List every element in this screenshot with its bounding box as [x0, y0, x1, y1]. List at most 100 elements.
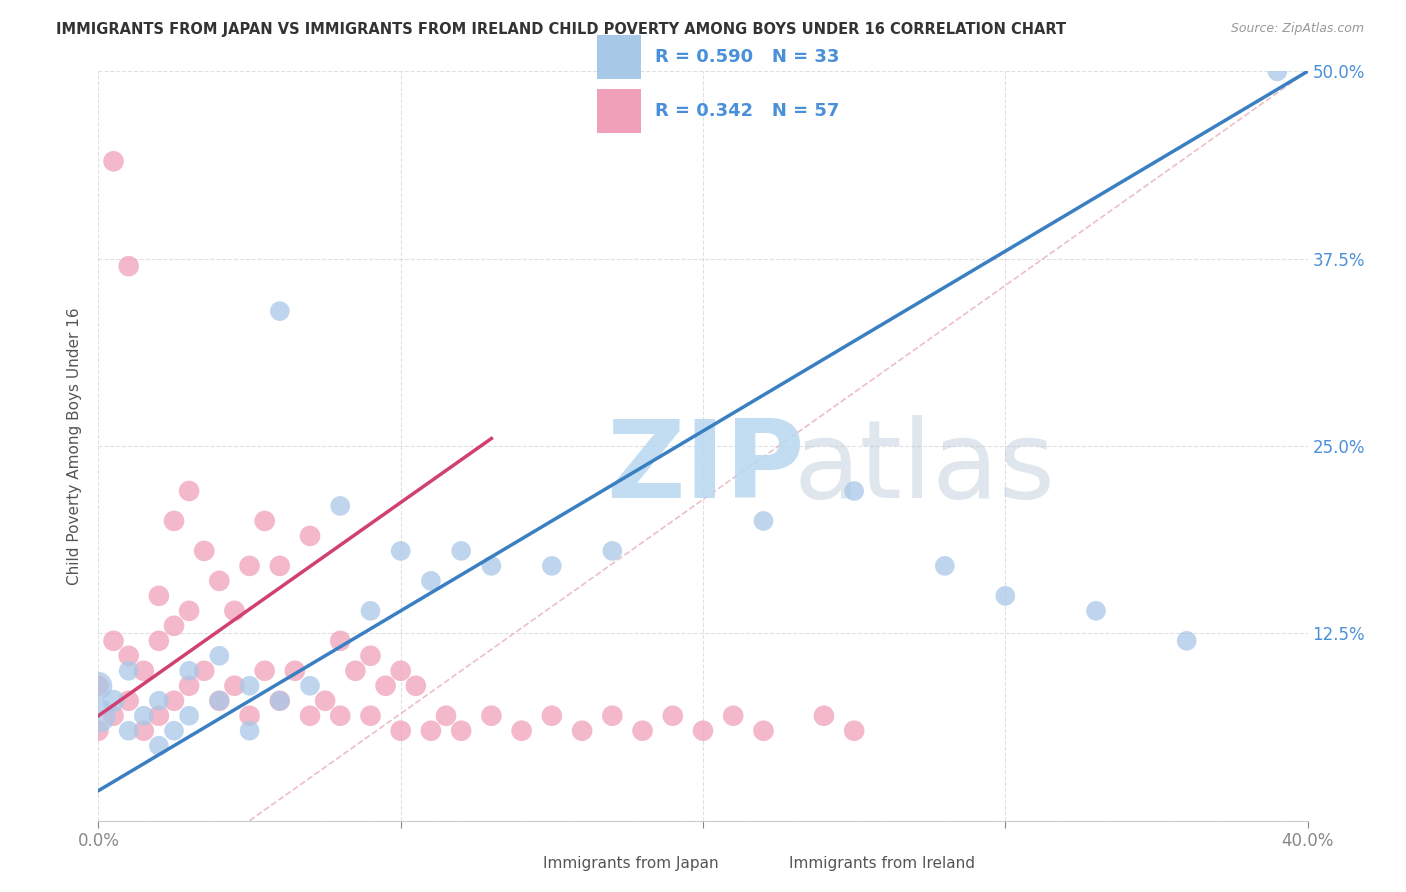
Point — [103, 633, 125, 648]
Text: R = 0.590   N = 33: R = 0.590 N = 33 — [655, 48, 839, 66]
Point — [299, 708, 322, 723]
Point — [118, 664, 141, 678]
Point — [239, 708, 262, 723]
Point — [602, 544, 624, 558]
Point — [224, 604, 246, 618]
Point — [692, 723, 714, 738]
Point — [118, 648, 141, 663]
Point — [148, 708, 170, 723]
Point — [934, 558, 956, 573]
Point — [360, 708, 382, 723]
Point — [540, 708, 562, 723]
Point — [163, 723, 186, 738]
Point — [481, 708, 503, 723]
Point — [239, 558, 262, 573]
Point — [299, 529, 322, 543]
Point — [208, 648, 231, 663]
Point — [420, 723, 443, 738]
Text: R = 0.342   N = 57: R = 0.342 N = 57 — [655, 103, 839, 120]
Point — [208, 694, 231, 708]
Point — [360, 604, 382, 618]
Point — [752, 723, 775, 738]
Point — [193, 664, 215, 678]
Point — [118, 259, 141, 273]
Point — [389, 544, 412, 558]
Point — [87, 679, 110, 693]
Point — [631, 723, 654, 738]
Point — [148, 694, 170, 708]
Text: atlas: atlas — [793, 416, 1056, 522]
Point — [1175, 633, 1198, 648]
Point — [540, 558, 562, 573]
Point — [103, 154, 125, 169]
Point — [723, 708, 745, 723]
Point — [163, 619, 186, 633]
Point — [208, 574, 231, 588]
Point — [329, 499, 352, 513]
Point — [148, 589, 170, 603]
Point — [253, 664, 276, 678]
Point — [103, 694, 125, 708]
Point — [179, 708, 201, 723]
Point — [163, 694, 186, 708]
Point — [994, 589, 1017, 603]
Point — [571, 723, 593, 738]
Point — [132, 664, 155, 678]
Point — [450, 544, 472, 558]
Point — [253, 514, 276, 528]
Point — [434, 708, 457, 723]
Point — [752, 514, 775, 528]
Point — [224, 679, 246, 693]
Point — [344, 664, 367, 678]
FancyBboxPatch shape — [598, 35, 641, 79]
Text: IMMIGRANTS FROM JAPAN VS IMMIGRANTS FROM IRELAND CHILD POVERTY AMONG BOYS UNDER : IMMIGRANTS FROM JAPAN VS IMMIGRANTS FROM… — [56, 22, 1066, 37]
Point — [405, 679, 427, 693]
Point — [132, 708, 155, 723]
Point — [269, 694, 291, 708]
Point — [329, 633, 352, 648]
Point — [239, 723, 262, 738]
Point — [844, 483, 866, 498]
Point — [661, 708, 683, 723]
Point — [239, 679, 262, 693]
Point — [87, 723, 110, 738]
Point — [420, 574, 443, 588]
FancyBboxPatch shape — [598, 89, 641, 134]
Point — [329, 708, 352, 723]
Point — [179, 679, 201, 693]
Point — [374, 679, 396, 693]
Point — [208, 694, 231, 708]
Text: Immigrants from Ireland: Immigrants from Ireland — [789, 856, 974, 871]
Point — [87, 708, 110, 723]
Point — [163, 514, 186, 528]
Point — [103, 708, 125, 723]
Point — [510, 723, 533, 738]
Point — [844, 723, 866, 738]
Point — [148, 633, 170, 648]
Point — [269, 694, 291, 708]
Point — [148, 739, 170, 753]
Point — [602, 708, 624, 723]
Point — [1085, 604, 1108, 618]
Point — [389, 664, 412, 678]
Point — [1267, 64, 1289, 78]
Point — [87, 679, 110, 693]
Point — [118, 694, 141, 708]
Point — [450, 723, 472, 738]
Y-axis label: Child Poverty Among Boys Under 16: Child Poverty Among Boys Under 16 — [67, 307, 83, 585]
Point — [193, 544, 215, 558]
Point — [269, 304, 291, 318]
Text: ZIP: ZIP — [606, 416, 804, 522]
Point — [179, 483, 201, 498]
Point — [269, 558, 291, 573]
Point — [299, 679, 322, 693]
Text: Immigrants from Japan: Immigrants from Japan — [543, 856, 718, 871]
Point — [389, 723, 412, 738]
Point — [314, 694, 336, 708]
Point — [813, 708, 835, 723]
Point — [179, 664, 201, 678]
Point — [179, 604, 201, 618]
Point — [132, 723, 155, 738]
Point — [284, 664, 307, 678]
Point — [118, 723, 141, 738]
